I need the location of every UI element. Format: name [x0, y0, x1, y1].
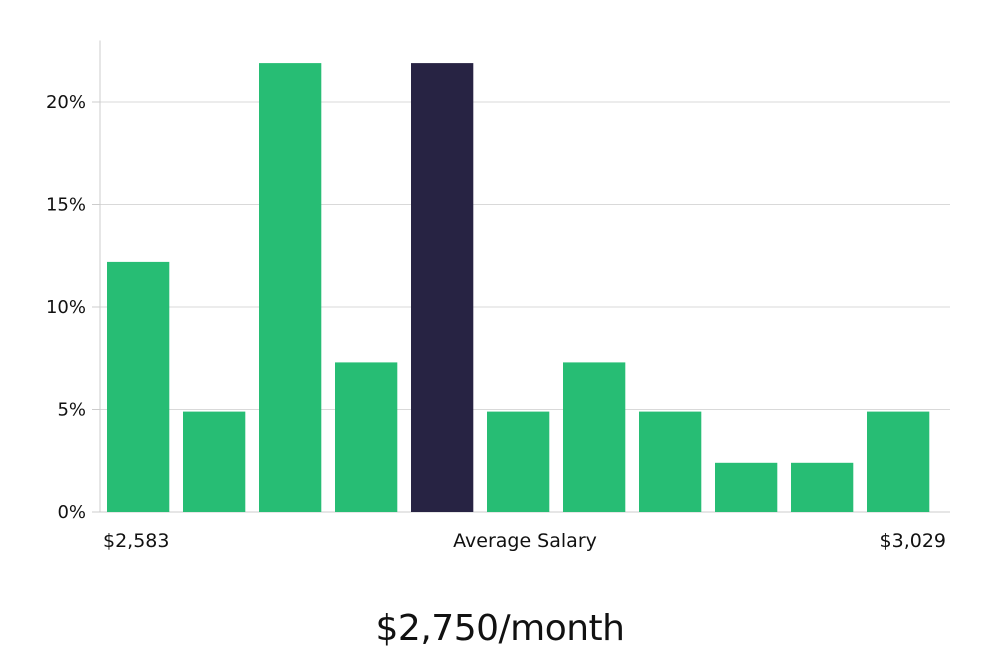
- bar: [791, 462, 854, 512]
- y-tick-label: 5%: [57, 400, 86, 421]
- bar: [715, 462, 778, 512]
- y-tick-label: 0%: [57, 502, 86, 523]
- x-label-min: $2,583: [103, 530, 169, 552]
- grid-lines: [100, 101, 950, 410]
- y-tick-labels: 0% 5% 10% 15% 20%: [46, 92, 86, 523]
- x-label-center: Average Salary: [453, 530, 597, 552]
- bar: [867, 411, 930, 512]
- bar: [183, 411, 246, 512]
- bar: [107, 261, 170, 512]
- bars: [107, 63, 930, 512]
- bar: [335, 362, 398, 512]
- bar: [259, 63, 322, 512]
- bar: [639, 411, 702, 512]
- salary-distribution-chart: 0% 5% 10% 15% 20% $2,583 Average Salary $3,0…: [46, 40, 950, 552]
- average-salary-value: $2,750/month: [375, 608, 625, 649]
- x-label-max: $3,029: [880, 530, 946, 552]
- y-tick-label: 10%: [46, 297, 86, 318]
- y-tick-label: 15%: [46, 195, 86, 216]
- bar: [563, 362, 626, 512]
- bar-highlighted: [411, 63, 474, 512]
- y-tick-label: 20%: [46, 92, 86, 113]
- bar: [487, 411, 550, 512]
